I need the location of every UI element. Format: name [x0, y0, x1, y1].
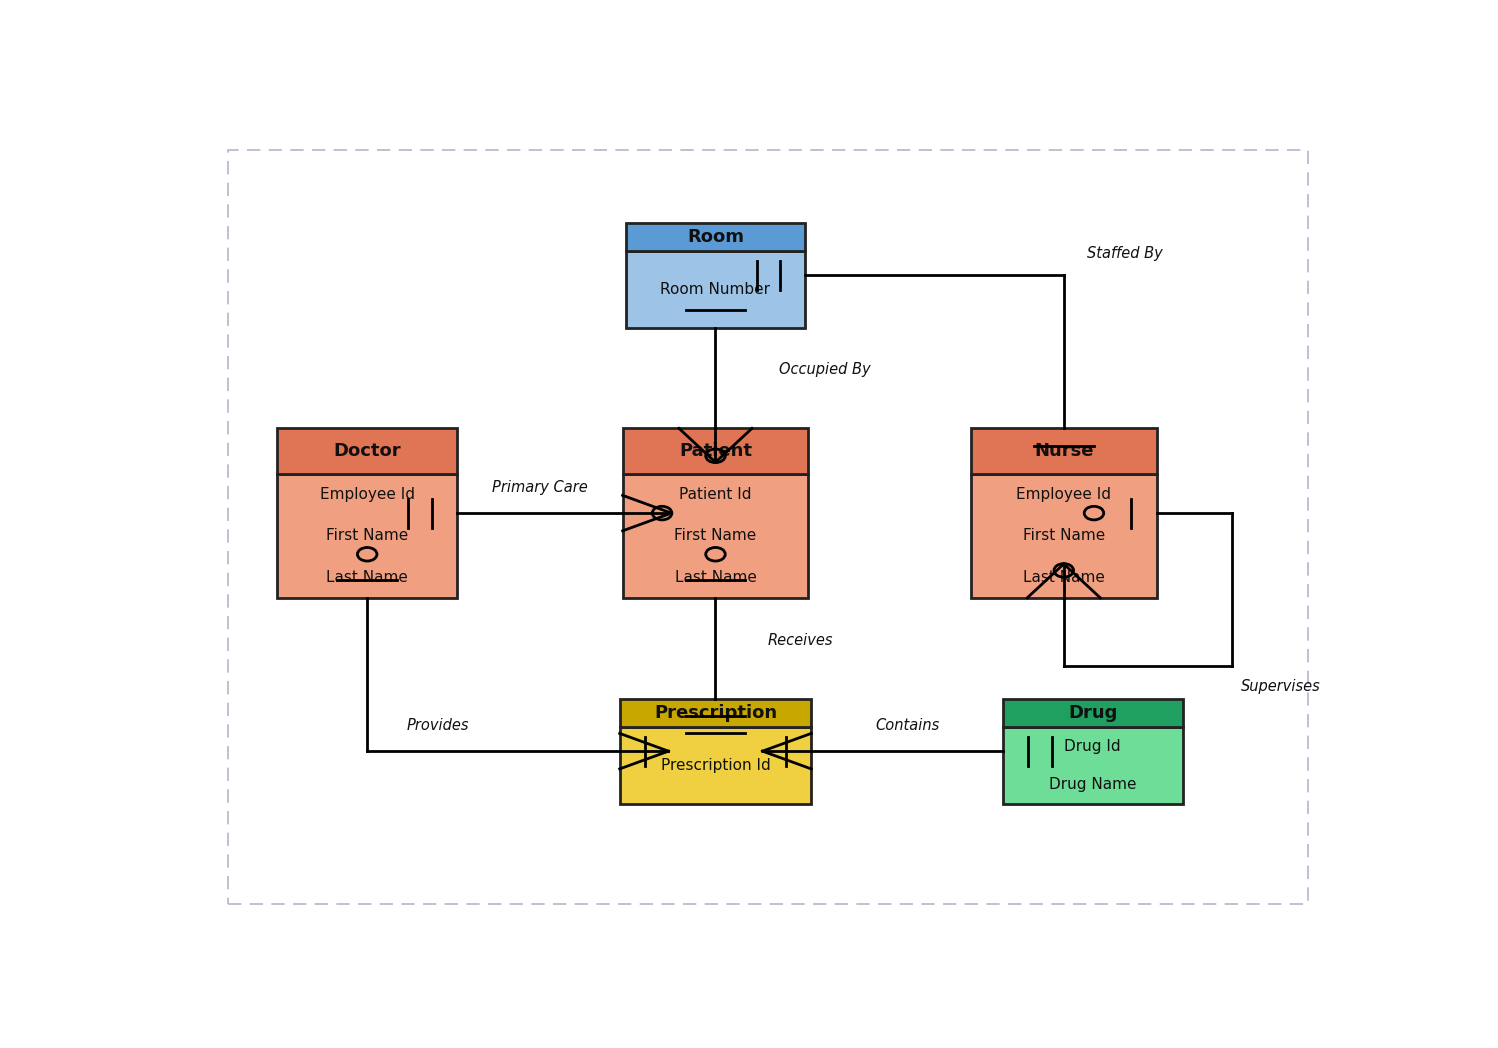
Text: Prescription: Prescription [655, 704, 777, 722]
Text: Employee Id: Employee Id [319, 487, 415, 502]
FancyBboxPatch shape [228, 150, 1308, 904]
Text: Room Number: Room Number [661, 282, 770, 297]
Text: Patient: Patient [679, 442, 752, 460]
Bar [1002, 727, 1183, 804]
Bar [626, 222, 806, 250]
Text: Drug: Drug [1068, 704, 1118, 722]
Text: Doctor: Doctor [334, 442, 401, 460]
Text: Contains: Contains [875, 718, 939, 734]
Text: First Name: First Name [1023, 528, 1106, 544]
Text: Staffed By: Staffed By [1088, 245, 1162, 261]
Bar [971, 429, 1156, 474]
Bar [277, 474, 457, 597]
Bar [277, 429, 457, 474]
Text: Occupied By: Occupied By [779, 363, 870, 377]
Text: Primary Care: Primary Care [491, 480, 587, 496]
Bar [626, 250, 806, 327]
Bar [1002, 699, 1183, 727]
Text: Drug Name: Drug Name [1049, 777, 1137, 792]
Text: Receives: Receives [767, 633, 833, 648]
Bar [620, 727, 812, 804]
Text: Employee Id: Employee Id [1016, 487, 1112, 502]
Text: Last Name: Last Name [1023, 570, 1104, 585]
Text: Last Name: Last Name [674, 570, 756, 585]
Bar [971, 474, 1156, 597]
Bar [620, 699, 812, 727]
Text: Last Name: Last Name [327, 570, 407, 585]
Text: Patient Id: Patient Id [679, 487, 752, 502]
Text: Nurse: Nurse [1034, 442, 1094, 460]
Text: Provides: Provides [406, 718, 469, 734]
Bar [623, 474, 809, 597]
Text: Prescription Id: Prescription Id [661, 758, 770, 772]
Text: First Name: First Name [327, 528, 409, 544]
Bar [623, 429, 809, 474]
Text: Supervises: Supervises [1242, 678, 1321, 694]
Text: Room: Room [688, 227, 745, 246]
Text: Drug Id: Drug Id [1065, 739, 1121, 754]
Text: First Name: First Name [674, 528, 756, 544]
